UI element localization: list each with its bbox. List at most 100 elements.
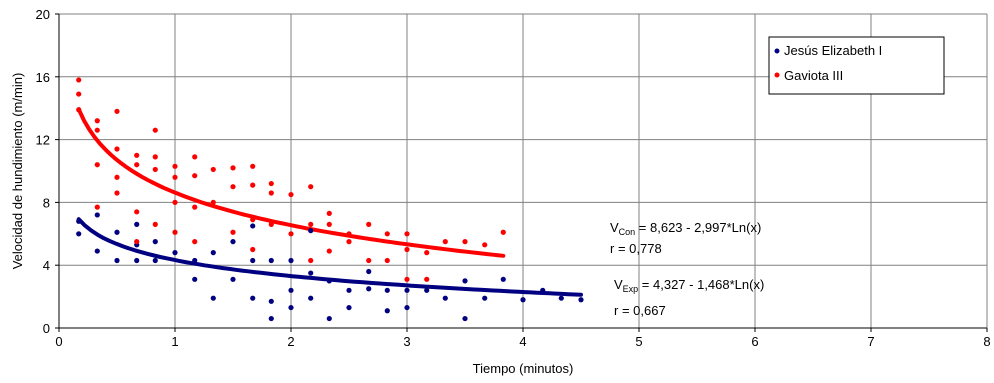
data-point-series-2 [308,257,314,264]
legend-box [768,36,945,95]
data-point-series-2 [76,107,82,113]
data-point-series-1 [308,295,314,301]
annotation-con-equation: VCon = 8,623 - 2,997*Ln(x) [610,220,761,237]
data-point-series-2 [172,199,178,205]
data-point-series-2 [152,221,158,227]
data-point-series-2 [114,190,120,196]
data-point-series-1 [250,295,256,301]
data-point-series-1 [404,287,410,293]
data-point-series-2 [94,204,100,210]
data-point-series-2 [114,108,120,114]
data-point-series-1 [424,287,430,293]
data-point-series-1 [288,304,294,311]
data-point-series-1 [230,276,236,282]
y-tick-labels: 0 4 8 12 16 20 [36,7,50,336]
data-point-series-2 [326,210,332,216]
x-tick-label: 8 [983,334,990,349]
data-point-series-1 [462,278,468,284]
y-tick-label: 16 [36,70,50,85]
data-point-series-2 [134,209,140,215]
legend: Jesús Elizabeth I Gaviota III [768,36,945,95]
data-point-series-2 [442,239,448,245]
data-point-series-2 [500,229,506,235]
data-point-series-2 [308,184,314,190]
data-point-series-1 [558,295,564,301]
data-point-series-2 [346,231,352,237]
data-point-series-1 [268,257,274,264]
data-point-series-1 [540,287,546,293]
data-point-series-2 [250,163,256,169]
data-point-series-2 [288,231,294,237]
data-point-series-2 [346,239,352,245]
data-point-series-1 [250,257,256,264]
data-point-series-2 [268,180,274,187]
data-point-series-2 [268,221,274,227]
data-point-series-2 [288,191,294,198]
data-point-series-1 [482,295,488,301]
data-point-series-1 [114,229,120,235]
data-point-series-1 [288,257,294,264]
data-point-series-2 [462,239,468,245]
data-point-series-1 [308,228,314,234]
data-point-series-1 [250,223,256,229]
data-point-series-1 [384,308,390,314]
data-points [76,77,584,322]
data-point-series-1 [442,295,448,301]
data-point-series-2 [326,248,332,254]
data-point-series-1 [326,315,332,322]
data-point-series-2 [250,182,256,188]
data-point-series-2 [230,184,236,190]
x-tick-label: 5 [635,334,642,349]
data-point-series-2 [114,174,120,180]
y-tick-label: 8 [43,195,50,210]
data-point-series-2 [230,165,236,171]
data-point-series-2 [268,190,274,196]
x-tick-label: 3 [403,334,410,349]
data-point-series-2 [308,221,314,227]
data-point-series-2 [384,257,390,264]
data-point-series-1 [134,221,140,227]
data-point-series-2 [210,166,216,173]
data-point-series-1 [268,315,274,322]
x-tick-label: 6 [751,334,758,349]
data-point-series-1 [152,257,158,264]
data-point-series-2 [94,127,100,133]
data-point-series-1 [210,295,216,301]
legend-marker-series-1 [774,48,780,54]
annotation-exp-r: r = 0,667 [614,303,666,318]
legend-label-series-1: Jesús Elizabeth I [784,43,882,58]
data-point-series-1 [462,315,468,322]
data-point-series-2 [192,154,198,160]
data-point-series-2 [172,163,178,169]
y-tick-label: 4 [43,258,50,273]
data-point-series-1 [346,287,352,293]
x-tick-label: 4 [519,334,526,349]
data-point-series-1 [268,298,274,304]
data-point-series-1 [366,286,372,292]
data-point-series-1 [520,297,526,303]
x-tick-label: 7 [867,334,874,349]
data-point-series-2 [424,250,430,256]
data-point-series-2 [326,221,332,227]
data-point-series-2 [250,246,256,253]
annotation-con-r: r = 0,778 [610,241,662,256]
data-point-series-2 [192,173,198,179]
data-point-series-2 [172,229,178,235]
data-point-series-2 [172,174,178,180]
data-point-series-1 [94,212,100,218]
y-tick-label: 12 [36,133,50,148]
data-point-series-2 [210,199,216,205]
data-point-series-2 [404,246,410,253]
data-point-series-2 [114,146,120,152]
trend-line-series-2 [76,107,506,258]
data-point-series-2 [76,77,82,83]
data-point-series-2 [250,217,256,223]
data-point-series-2 [152,154,158,160]
axes [55,13,988,332]
data-point-series-1 [404,304,410,311]
data-point-series-1 [326,278,332,284]
data-point-series-2 [482,242,488,248]
data-point-series-1 [366,268,372,275]
data-point-series-1 [346,304,352,311]
